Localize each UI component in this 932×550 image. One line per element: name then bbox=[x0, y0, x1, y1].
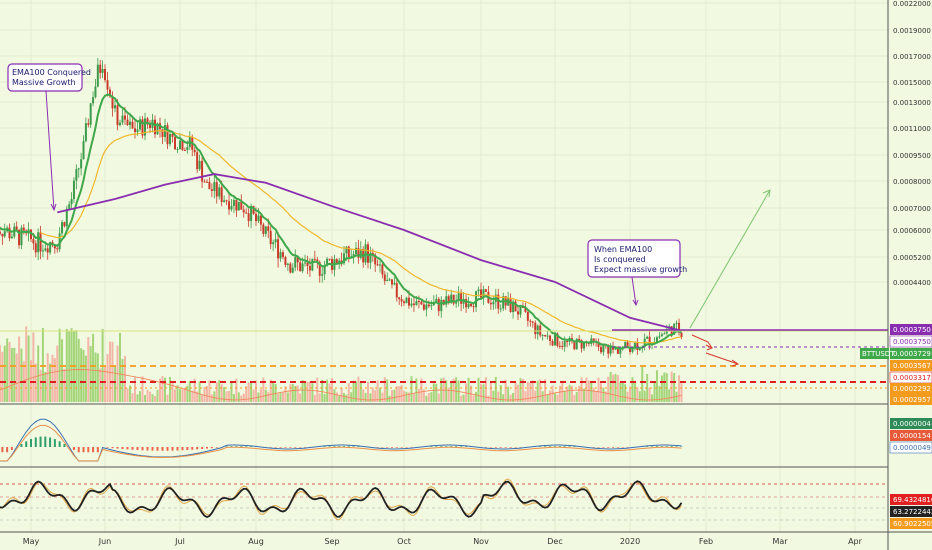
month-label: Dec bbox=[547, 537, 562, 546]
ema100-line bbox=[57, 173, 682, 332]
note1-line2: Massive Growth bbox=[12, 78, 76, 87]
rsi-value-tags: 69.4324816 63.2722443 60.9022505 bbox=[890, 494, 932, 529]
price-tag-label: 0.0003317 bbox=[893, 374, 931, 382]
price-tags: 0.0003750 0.0003750 0.0003729 0.0003567 0.00… bbox=[860, 324, 932, 405]
price-tick-label: 0.0011000 bbox=[893, 125, 931, 133]
price-tick-label: 0.0022000 bbox=[893, 0, 931, 8]
month-label: Jul bbox=[174, 537, 185, 546]
note2-line3: Expect massive growth bbox=[594, 265, 687, 274]
growth-projection-line bbox=[689, 189, 771, 329]
annotation-ema100-conquered: EMA100 Conquered Massive Growth bbox=[7, 63, 91, 212]
price-tick-label: 0.0015000 bbox=[893, 79, 931, 87]
price-tick-label: 0.0006000 bbox=[893, 227, 931, 235]
macd-value-tags: 0.0000004 0.0000154 0.0000049 bbox=[889, 418, 932, 454]
drop-arrow-1 bbox=[691, 334, 713, 349]
month-label: Jun bbox=[98, 537, 112, 546]
month-label: Nov bbox=[473, 537, 489, 546]
price-tick-label: 0.0004400 bbox=[893, 279, 931, 287]
symbol-tag-label: BTTUSDT bbox=[862, 350, 895, 358]
rsi-tag-label: 69.4324816 bbox=[893, 496, 932, 504]
macd-pane bbox=[0, 418, 683, 462]
time-axis[interactable]: May Jun Jul Aug Sep Oct Nov Dec 2020 Feb Mar Apr bbox=[23, 537, 863, 546]
month-label: Mar bbox=[772, 537, 788, 546]
price-axis[interactable]: 0.0022000 0.0019000 0.0017000 0.0015000 0.00… bbox=[893, 0, 931, 287]
price-tick-label: 0.0005200 bbox=[893, 254, 931, 262]
drop-arrow-2 bbox=[705, 352, 739, 365]
note1-line1: EMA100 Conquered bbox=[12, 68, 91, 77]
volume-ma-line bbox=[0, 369, 682, 401]
price-tag-label: 0.0003729 bbox=[893, 350, 931, 358]
projection-arrows bbox=[689, 189, 771, 367]
price-tick-label: 0.0009500 bbox=[893, 152, 931, 160]
rsi-tag-label: 63.2722443 bbox=[893, 508, 932, 516]
month-label: Feb bbox=[699, 537, 713, 546]
annotation-when-ema100: When EMA100 Is conquered Expect massive … bbox=[587, 239, 687, 307]
macd-tag-label: 0.0000049 bbox=[893, 444, 931, 452]
price-candles bbox=[0, 57, 683, 359]
price-tag-label: 0.0003750 bbox=[893, 338, 931, 346]
month-label: Apr bbox=[848, 537, 863, 546]
price-tick-label: 0.0008000 bbox=[893, 178, 931, 186]
price-grid bbox=[0, 0, 888, 532]
price-tag-label: 0.0003750 bbox=[893, 326, 931, 334]
rsi-tag-label: 60.9022505 bbox=[893, 520, 932, 528]
ema-fast-line bbox=[0, 93, 682, 350]
note2-line2: Is conquered bbox=[594, 255, 646, 264]
month-label: 2020 bbox=[620, 537, 640, 546]
macd-tag-label: 0.0000004 bbox=[893, 420, 931, 428]
price-tick-label: 0.0017000 bbox=[893, 53, 931, 61]
price-tick-label: 0.0019000 bbox=[893, 27, 931, 35]
price-tick-label: 0.0007000 bbox=[893, 205, 931, 213]
price-tag-label: 0.0002957 bbox=[893, 396, 931, 404]
month-label: Sep bbox=[324, 537, 339, 546]
ema-mid-line bbox=[40, 130, 682, 344]
price-tag-label: 0.0002292 bbox=[893, 385, 931, 393]
month-label: May bbox=[23, 537, 40, 546]
note2-line1: When EMA100 bbox=[594, 245, 652, 254]
growth-arrowhead bbox=[762, 189, 771, 198]
macd-tag-label: 0.0000154 bbox=[893, 432, 931, 440]
price-tick-label: 0.0013000 bbox=[893, 99, 931, 107]
month-label: Oct bbox=[397, 537, 411, 546]
price-tag-label: 0.0003567 bbox=[893, 362, 931, 370]
rsi-pane bbox=[0, 478, 888, 521]
month-label: Aug bbox=[248, 537, 264, 546]
